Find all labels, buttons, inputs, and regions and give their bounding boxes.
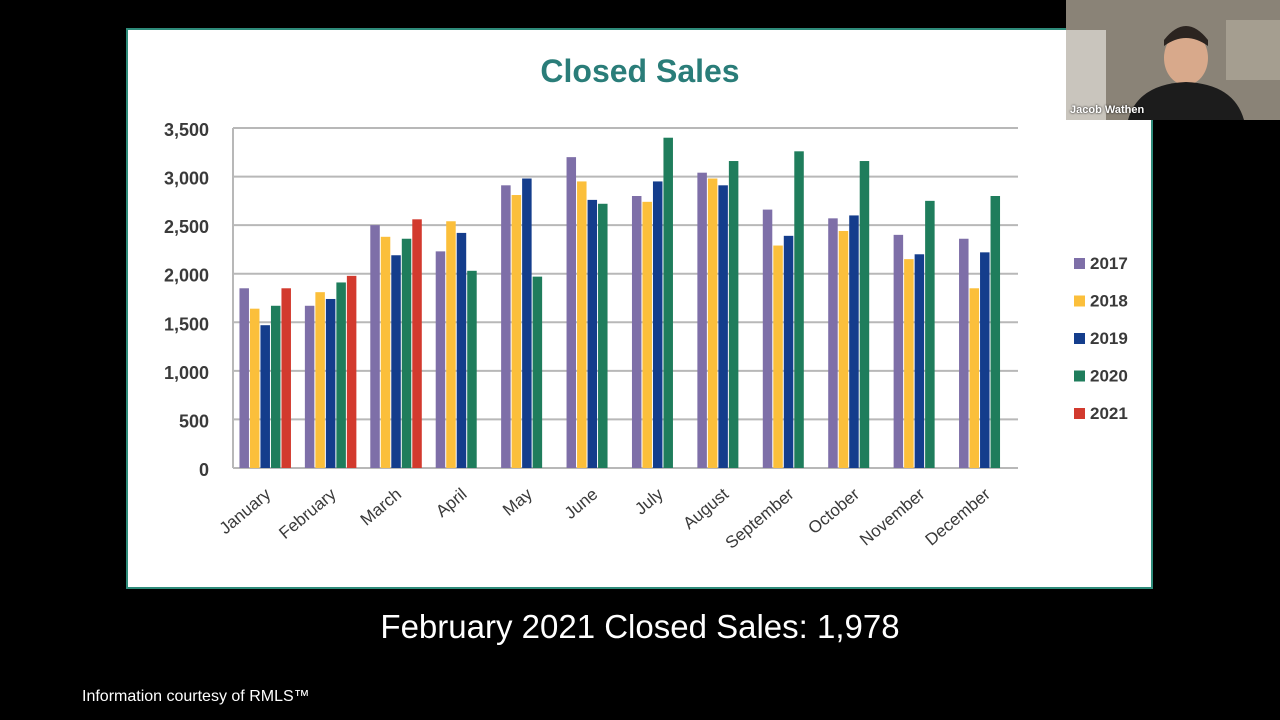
bar-2018-March	[380, 236, 391, 468]
y-tick-label: 0	[199, 460, 209, 480]
y-tick-label: 1,500	[164, 314, 209, 334]
x-tick-label: November	[856, 484, 929, 549]
bar-2018-January	[249, 308, 260, 468]
bar-2020-August	[728, 161, 739, 468]
bar-2018-May	[511, 195, 522, 468]
y-tick-label: 3,000	[164, 169, 209, 189]
bar-2019-March	[391, 255, 401, 468]
bar-2017-September	[762, 209, 773, 468]
chart-title: Closed Sales	[540, 53, 739, 89]
x-tick-label: December	[922, 484, 995, 549]
y-tick-label: 1,000	[164, 363, 209, 383]
bar-2017-March	[370, 225, 380, 468]
closed-sales-chart: Closed Sales 0 500 1,000 1,500 2,000 2,500 3,0…	[164, 53, 1128, 553]
bar-2020-October	[859, 161, 870, 468]
presenter-video	[1066, 0, 1280, 120]
y-tick-label: 2,000	[164, 266, 209, 286]
bar-2019-January	[260, 325, 270, 468]
bar-2020-December	[990, 196, 1001, 468]
bar-2018-June	[577, 181, 587, 468]
bar-2020-July	[663, 137, 673, 468]
legend-swatch-2021	[1074, 408, 1085, 419]
legend-label-2019: 2019	[1090, 329, 1128, 348]
bars	[239, 137, 1001, 469]
x-tick-label: February	[275, 484, 340, 543]
bar-2017-August	[697, 172, 707, 468]
bar-2018-November	[904, 259, 914, 468]
bar-2020-June	[598, 203, 608, 468]
bar-2019-October	[849, 215, 859, 468]
bar-2019-September	[783, 235, 794, 468]
bar-2018-September	[773, 245, 783, 468]
y-tick-label: 3,500	[164, 120, 209, 140]
x-tick-label: July	[631, 484, 667, 518]
bar-2020-September	[794, 151, 804, 469]
bar-2019-June	[587, 199, 598, 468]
bar-2019-February	[325, 298, 336, 468]
bar-2020-March	[401, 238, 412, 468]
bar-2017-February	[304, 305, 315, 468]
bar-2017-May	[501, 185, 511, 469]
legend-swatch-2018	[1074, 295, 1085, 307]
bar-2020-February	[336, 282, 346, 468]
legend-label-2021: 2021	[1090, 404, 1128, 423]
bar-2020-November	[925, 200, 935, 468]
legend-label-2017: 2017	[1090, 254, 1128, 273]
slide: Closed Sales 0 500 1,000 1,500 2,000 2,500 3,0…	[126, 28, 1153, 589]
bar-2017-June	[566, 157, 577, 468]
x-tick-label: March	[357, 485, 405, 530]
legend-swatch-2019	[1074, 333, 1085, 344]
x-tick-label: June	[561, 485, 601, 523]
caption: February 2021 Closed Sales: 1,978	[380, 608, 900, 645]
legend-swatch-2020	[1074, 370, 1085, 382]
rmls-credit: Information courtesy of RMLS™	[82, 688, 310, 705]
bar-2017-July	[631, 196, 642, 468]
bar-2019-April	[456, 232, 467, 468]
bar-2017-October	[828, 218, 838, 468]
bar-2020-April	[467, 270, 477, 468]
legend: 2017 2018 2019 2020 2021	[1074, 254, 1128, 423]
bar-2018-December	[969, 288, 980, 468]
bar-2020-May	[532, 276, 543, 468]
x-tick-label: October	[804, 484, 863, 538]
x-tick-label: May	[499, 484, 536, 520]
bar-2020-January	[270, 305, 281, 468]
bar-2018-April	[446, 221, 456, 468]
bar-2018-July	[642, 201, 652, 469]
x-tick-label: April	[432, 485, 470, 521]
x-tick-label: September	[722, 484, 798, 552]
bar-2019-May	[522, 178, 532, 468]
bar-2019-December	[980, 252, 990, 468]
bar-2018-February	[315, 292, 325, 468]
y-axis-ticks: 0 500 1,000 1,500 2,000 2,500 3,000 3,500	[164, 120, 209, 480]
x-axis-ticks: January February March April May June July Augu…	[216, 484, 994, 552]
bar-2017-December	[959, 238, 969, 468]
legend-label-2020: 2020	[1090, 367, 1128, 386]
bar-2019-August	[718, 185, 728, 469]
bar-2018-August	[707, 178, 718, 468]
bar-2018-October	[838, 230, 849, 468]
bar-2021-January	[281, 288, 291, 468]
participant-name: Jacob Wathen	[1070, 104, 1145, 116]
bar-2017-April	[435, 251, 446, 468]
bar-2017-January	[239, 288, 249, 468]
y-tick-label: 500	[179, 411, 209, 431]
video-thumbnail[interactable]: Jacob Wathen	[1066, 0, 1280, 120]
bar-2021-March	[412, 219, 422, 468]
bar-2019-November	[914, 254, 925, 468]
bar-2017-November	[893, 234, 904, 468]
x-tick-label: January	[216, 484, 275, 538]
bar-2021-February	[346, 275, 357, 468]
x-tick-label: August	[679, 484, 732, 533]
y-tick-label: 2,500	[164, 217, 209, 237]
legend-swatch-2017	[1074, 258, 1085, 269]
gridlines	[232, 127, 1018, 469]
bar-2019-July	[652, 181, 663, 468]
legend-label-2018: 2018	[1090, 292, 1128, 311]
